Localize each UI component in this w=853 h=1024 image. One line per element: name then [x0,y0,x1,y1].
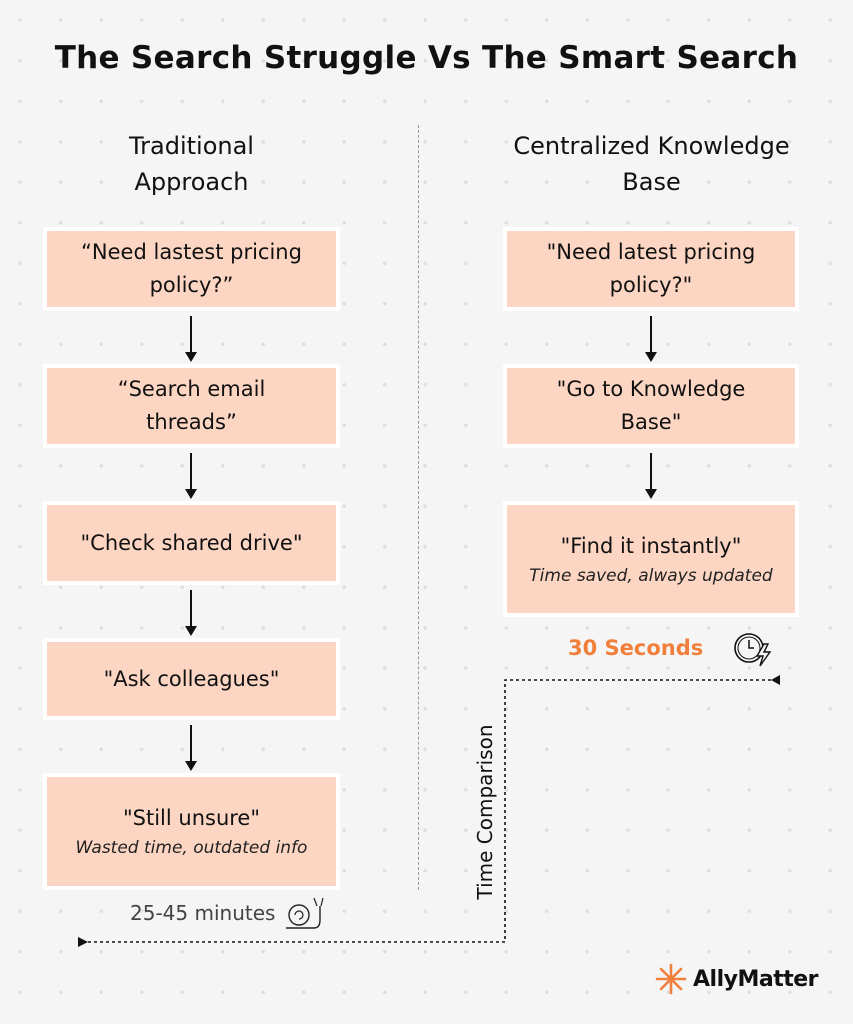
heading-line: Approach [134,168,249,196]
right-step-1: "Need latest pricing policy?" [503,227,799,311]
arrow-down-icon [185,590,197,636]
left-step-4: "Ask colleagues" [43,638,340,720]
arrowhead-left-icon [771,675,780,685]
step-text: "Find it instantly" [560,533,742,558]
page-title: The Search Struggle Vs The Smart Search [54,40,799,76]
step-note: Wasted time, outdated info [75,838,308,858]
right-time: 30 Seconds [568,636,704,660]
left-step-1: “Need lastest pricing policy?” [43,227,340,311]
brand-logo: AllyMatter [654,962,819,996]
arrow-down-icon [185,316,197,362]
heading-line: Centralized Knowledge [513,132,790,160]
starburst-icon [655,963,687,995]
arrowhead-right-icon [78,937,88,947]
snail-icon [286,897,324,929]
arrow-down-icon [185,453,197,499]
time-comparison-label: Time Comparison [473,724,497,900]
left-step-3: "Check shared drive" [43,501,340,585]
step-note: Time saved, always updated [529,565,773,586]
heading-line: Base [622,168,681,196]
right-step-2: "Go to Knowledge Base" [503,364,799,448]
left-step-2: “Search email threads” [43,364,340,448]
step-text: “Need lastest pricing policy?” [81,240,302,297]
step-text: "Check shared drive" [80,530,303,555]
left-column-heading: Traditional Approach [45,128,338,200]
arrow-down-icon [645,316,657,362]
arrow-down-icon [185,725,197,771]
heading-line: Traditional [129,132,254,160]
step-text: "Go to Knowledge Base" [556,377,746,434]
brand-name: AllyMatter [693,966,819,992]
step-text: “Search email threads” [117,377,266,434]
step-text: "Still unsure" [122,806,261,830]
left-time: 25-45 minutes [130,901,276,925]
right-step-3: "Find it instantly" Time saved, always u… [503,501,799,617]
right-column-heading: Centralized Knowledge Base [480,128,823,200]
column-divider [418,125,419,890]
left-step-5: "Still unsure" Wasted time, outdated inf… [43,773,340,890]
step-text: "Ask colleagues" [103,666,280,691]
step-text: "Need latest pricing policy?" [546,240,756,297]
fast-clock-icon [734,633,772,667]
arrow-down-icon [645,453,657,499]
